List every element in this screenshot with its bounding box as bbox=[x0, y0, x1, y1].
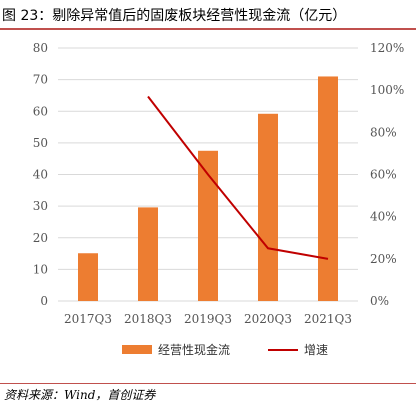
y-tick-label: 30 bbox=[33, 199, 48, 213]
line-series bbox=[147, 95, 329, 260]
y-tick-label: 50 bbox=[33, 136, 48, 150]
growth-line bbox=[147, 95, 329, 260]
y-tick-label: 20 bbox=[33, 231, 48, 245]
y2-tick-label: 40% bbox=[370, 210, 397, 224]
y2-tick-label: 20% bbox=[370, 252, 397, 266]
y2-tick-label: 120% bbox=[370, 41, 404, 55]
x-tick-label: 2021Q3 bbox=[304, 312, 352, 326]
legend-swatch-bar bbox=[122, 345, 152, 354]
title-bar: 图 23：剔除异常值后的固废板块经营性现金流（亿元） bbox=[0, 0, 416, 30]
figure-title: 图 23：剔除异常值后的固废板块经营性现金流（亿元） bbox=[2, 8, 347, 24]
y-tick-label: 0 bbox=[40, 294, 48, 308]
bar bbox=[78, 253, 98, 301]
y2-tick-label: 60% bbox=[370, 168, 397, 182]
y-tick-label: 10 bbox=[33, 262, 48, 276]
bar-series bbox=[78, 76, 338, 302]
bar bbox=[138, 207, 158, 301]
bar bbox=[198, 150, 218, 301]
source-note: 资料来源：Wind，首创证券 bbox=[4, 388, 156, 402]
y-tick-label: 40 bbox=[33, 168, 48, 182]
y-tick-label: 70 bbox=[33, 73, 48, 87]
bar bbox=[258, 113, 278, 301]
x-tick-label: 2020Q3 bbox=[244, 312, 292, 326]
y2-tick-label: 80% bbox=[370, 125, 397, 139]
source-divider bbox=[0, 383, 416, 384]
y-tick-label: 60 bbox=[33, 104, 48, 118]
chart: 0 10 20 30 40 50 60 70 80 0% 20% 40% 60% 80% 100% 120% 2… bbox=[33, 41, 405, 357]
y-tick-label: 80 bbox=[33, 41, 48, 55]
axes: 0 10 20 30 40 50 60 70 80 0% 20% 40% 60% 80% 100% 120% 2… bbox=[33, 41, 405, 326]
x-tick-label: 2018Q3 bbox=[124, 312, 172, 326]
legend-label-bar: 经营性现金流 bbox=[158, 342, 230, 357]
bar bbox=[318, 76, 338, 302]
y2-tick-label: 100% bbox=[370, 83, 404, 97]
x-tick-label: 2019Q3 bbox=[184, 312, 232, 326]
x-tick-label: 2017Q3 bbox=[64, 312, 112, 326]
y2-tick-label: 0% bbox=[370, 294, 389, 308]
legend: 经营性现金流 增速 bbox=[122, 342, 328, 357]
legend-label-line: 增速 bbox=[304, 343, 328, 357]
